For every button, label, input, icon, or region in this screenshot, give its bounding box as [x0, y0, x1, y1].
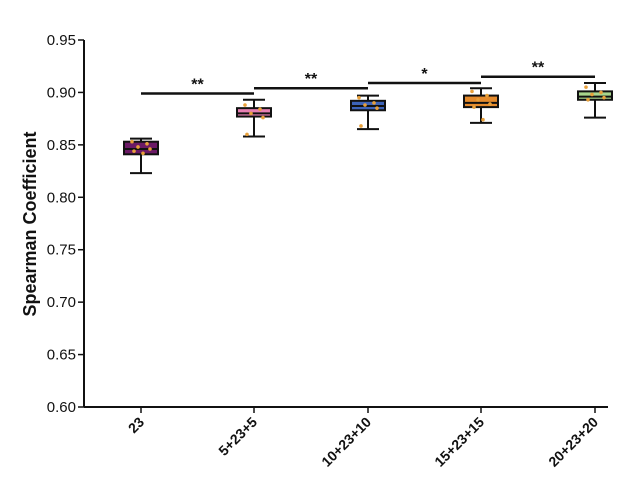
data-point	[375, 106, 379, 110]
box-2	[236, 98, 272, 138]
axes: 0.60 0.65 0.70 0.75 0.80 0.85 0.90 0.95 23 5+23+5…	[47, 32, 608, 470]
significance-bracket: **	[141, 76, 254, 95]
x-tick-label: 20+23+20	[545, 414, 601, 470]
y-tick-label: 0.90	[47, 84, 76, 101]
y-tick-label: 0.65	[47, 347, 76, 364]
data-point	[245, 132, 249, 137]
data-point	[470, 89, 474, 94]
data-point	[476, 97, 480, 102]
significance-label: **	[305, 71, 318, 88]
data-point	[602, 95, 606, 100]
x-tick-label: 23	[125, 414, 147, 436]
data-point	[148, 147, 152, 151]
x-tick-label: 15+23+15	[431, 414, 487, 470]
data-point	[141, 151, 145, 156]
data-point	[359, 124, 363, 128]
x-tick-label: 10+23+10	[318, 414, 374, 470]
x-tick-label: 5+23+5	[215, 414, 260, 459]
box-body	[463, 94, 499, 109]
data-point	[132, 149, 136, 153]
data-point	[145, 142, 149, 146]
data-point	[130, 139, 134, 144]
box-1	[123, 137, 159, 175]
data-point	[136, 145, 140, 149]
box-body	[236, 107, 272, 118]
y-tick-label: 0.95	[47, 32, 76, 49]
data-point	[249, 111, 253, 116]
box-3	[350, 94, 386, 131]
data-point	[243, 103, 247, 107]
y-axis-label: Spearman Coefficient	[20, 131, 40, 316]
data-point	[363, 103, 367, 107]
y-tick-label: 0.85	[47, 137, 76, 154]
box-5	[577, 81, 613, 119]
data-point	[485, 93, 489, 98]
y-tick-label: 0.70	[47, 294, 76, 311]
y-tick-label: 0.80	[47, 189, 76, 206]
significance-bracket: **	[481, 60, 595, 78]
box-series	[123, 81, 613, 175]
box-body	[577, 90, 613, 101]
data-point	[472, 105, 476, 109]
data-point	[586, 97, 590, 102]
significance-label: *	[421, 66, 428, 83]
axis-labels: Spearman Coefficient	[20, 131, 40, 316]
y-tick-label: 0.75	[47, 242, 76, 259]
data-point	[481, 117, 485, 122]
significance-annotations: ** ** * **	[141, 60, 595, 95]
significance-bracket: *	[368, 66, 481, 85]
box-4	[463, 87, 499, 124]
data-point	[261, 115, 265, 120]
significance-label: **	[191, 76, 204, 93]
data-point	[584, 85, 588, 89]
data-point	[357, 95, 361, 100]
significance-bracket: **	[254, 71, 368, 90]
y-tick-label: 0.60	[47, 399, 76, 416]
data-point	[590, 92, 594, 97]
significance-label: **	[532, 60, 545, 77]
data-point	[488, 102, 492, 106]
data-point	[258, 107, 262, 112]
box-body	[123, 140, 159, 156]
data-point	[372, 101, 376, 105]
data-point	[599, 90, 603, 95]
